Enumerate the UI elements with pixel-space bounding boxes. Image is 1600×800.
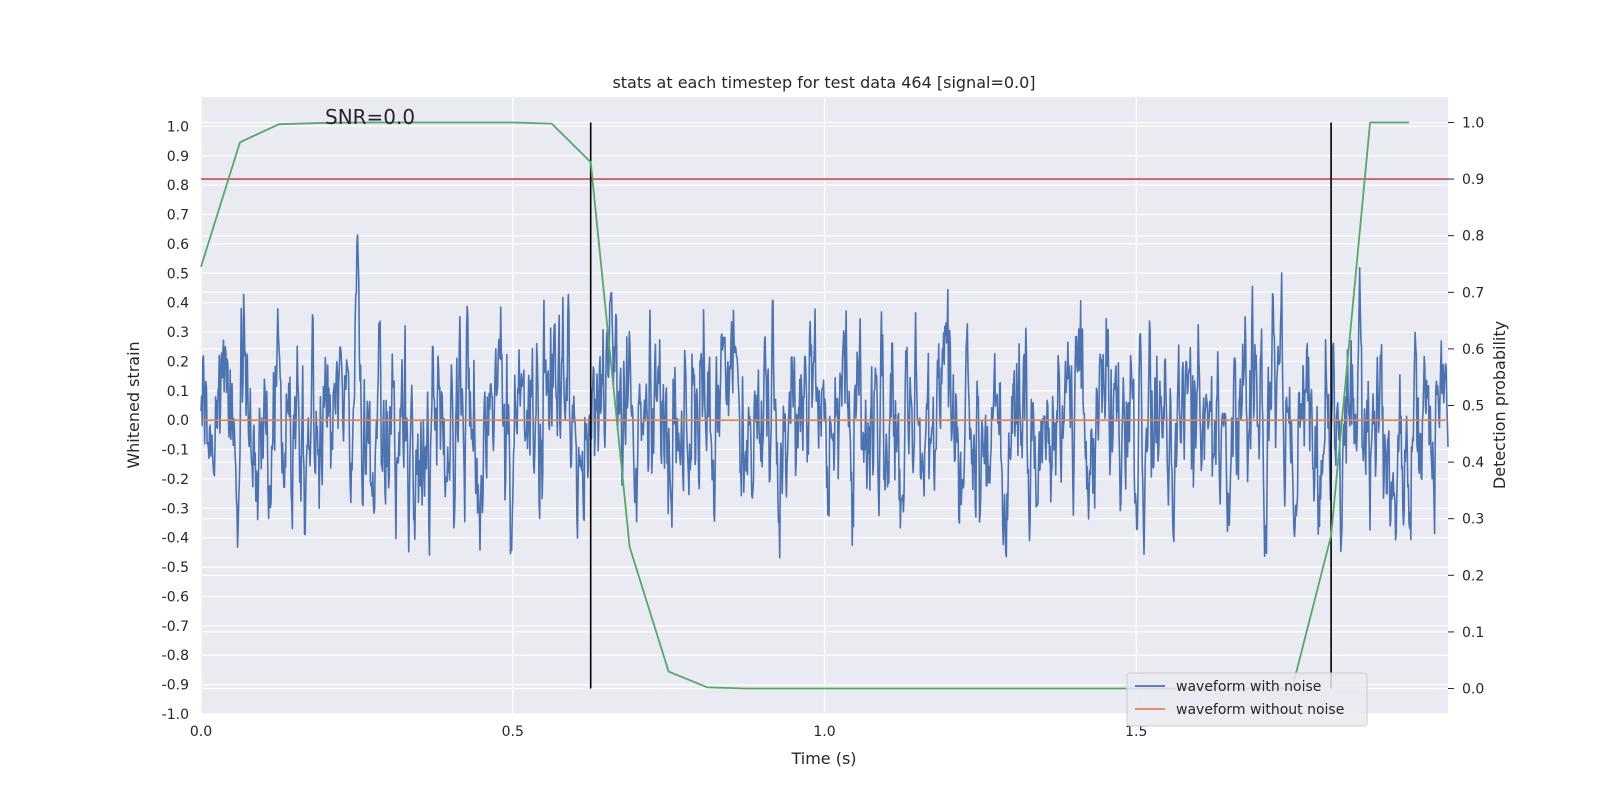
y-tick-label: -0.5 <box>162 560 189 576</box>
chart-title: stats at each timestep for test data 464… <box>612 73 1035 92</box>
y2-tick-label: 0.2 <box>1462 568 1484 584</box>
y-tick-label: 0.3 <box>167 325 189 341</box>
legend-label-clean: waveform without noise <box>1176 702 1344 718</box>
x-tick-label: 1.5 <box>1125 724 1147 740</box>
x-axis-label: Time (s) <box>790 749 856 768</box>
y-tick-label: -0.3 <box>162 501 189 517</box>
x-axis-ticks: 0.0 0.5 1.0 1.5 <box>190 724 1148 740</box>
y-tick-label: 1.0 <box>167 119 189 135</box>
x-tick-label: 1.0 <box>813 724 835 740</box>
y-tick-label: 0.0 <box>167 413 189 429</box>
y-tick-label: -0.2 <box>162 472 189 488</box>
y2-tick-label: 0.4 <box>1462 455 1484 471</box>
y-tick-label: 0.4 <box>167 296 189 312</box>
legend-label-noise: waveform with noise <box>1176 679 1321 695</box>
y-tick-label: 0.1 <box>167 384 189 400</box>
x-tick-label: 0.5 <box>502 724 524 740</box>
y2-tick-label: 0.8 <box>1462 229 1484 245</box>
y-tick-label: 0.9 <box>167 149 189 165</box>
y-tick-label: -0.6 <box>162 589 189 605</box>
y2-tick-label: 0.9 <box>1462 172 1484 188</box>
x-tick-label: 0.0 <box>190 724 212 740</box>
y-tick-label: 0.5 <box>167 266 189 282</box>
y2-tick-label: 0.5 <box>1462 399 1484 415</box>
waveform-with-noise-line <box>200 234 1449 559</box>
y2-tick-label: 0.6 <box>1462 342 1484 358</box>
y-tick-label: -0.7 <box>162 619 189 635</box>
y-axis-ticks: -1.0 -0.9 -0.8 -0.7 -0.6 -0.5 -0.4 -0.3 -0.2 -0.1… <box>162 119 189 723</box>
vertical-markers <box>589 122 1332 689</box>
legend-box <box>1126 672 1368 727</box>
y2-tick-label: 0.3 <box>1462 512 1484 528</box>
y-tick-label: 0.2 <box>167 354 189 370</box>
y-tick-label: -0.8 <box>162 648 189 664</box>
snr-annotation: SNR=0.0 <box>325 105 415 129</box>
y-axis-label: Whitened strain <box>124 341 143 468</box>
y2-tick-label: 0.0 <box>1462 682 1484 698</box>
y2-tick-label: 1.0 <box>1462 115 1484 131</box>
y-tick-label: 0.6 <box>167 237 189 253</box>
y2-tick-label: 0.1 <box>1462 625 1484 641</box>
legend: waveform with noise waveform without noi… <box>1126 672 1368 727</box>
y2-tick-label: 0.7 <box>1462 285 1484 301</box>
y-tick-label: -0.9 <box>162 678 189 694</box>
y2-axis-ticks: 0.0 0.1 0.2 0.3 0.4 0.5 0.6 0.7 0.8 0.9 1.0 <box>1448 115 1484 698</box>
y-tick-label: 0.7 <box>167 208 189 224</box>
y-tick-label: 0.8 <box>167 178 189 194</box>
y2-axis-label: Detection probability <box>1490 321 1509 489</box>
y-tick-label: -1.0 <box>162 707 189 723</box>
y-tick-label: -0.4 <box>162 531 189 547</box>
y-tick-label: -0.1 <box>162 443 189 459</box>
